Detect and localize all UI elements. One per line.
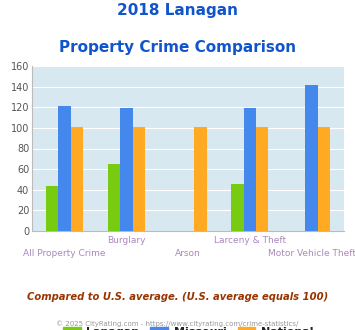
Text: © 2025 CityRating.com - https://www.cityrating.com/crime-statistics/: © 2025 CityRating.com - https://www.city… [56,321,299,327]
Bar [120,108,132,231]
Legend: Lanagan, Missouri, National: Lanagan, Missouri, National [59,322,318,330]
Text: Compared to U.S. average. (U.S. average equals 100): Compared to U.S. average. (U.S. average … [27,292,328,302]
Text: Motor Vehicle Theft: Motor Vehicle Theft [268,249,355,258]
Bar [256,127,268,231]
Text: 2018 Lanagan: 2018 Lanagan [117,3,238,18]
Text: Arson: Arson [175,249,201,258]
Bar [46,185,59,231]
Bar [194,127,207,231]
Text: Property Crime Comparison: Property Crime Comparison [59,40,296,54]
Bar [231,183,244,231]
Text: All Property Crime: All Property Crime [23,249,106,258]
Text: Larceny & Theft: Larceny & Theft [214,236,286,245]
Text: Burglary: Burglary [107,236,146,245]
Bar [59,106,71,231]
Bar [71,127,83,231]
Bar [108,164,120,231]
Bar [132,127,145,231]
Bar [244,108,256,231]
Bar [305,84,318,231]
Bar [318,127,330,231]
